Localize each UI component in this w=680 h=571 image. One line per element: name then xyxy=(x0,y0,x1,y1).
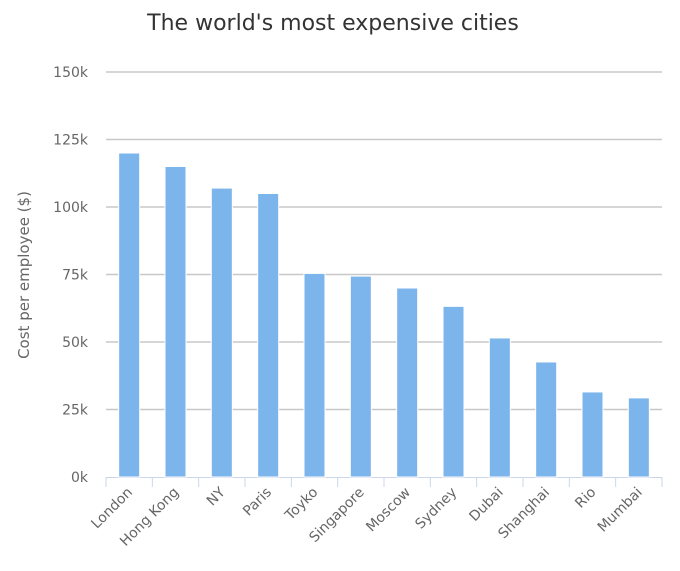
bar-rio[interactable] xyxy=(581,391,604,478)
bar-mumbai[interactable] xyxy=(627,397,650,478)
x-tick-label: Mumbai xyxy=(595,485,646,536)
y-tick-label: 0k xyxy=(71,470,89,486)
bar-sydney[interactable] xyxy=(442,305,465,478)
bar-toyko[interactable] xyxy=(303,272,326,478)
chart-title: The world's most expensive cities xyxy=(146,11,519,36)
y-tick-label: 100k xyxy=(53,200,89,216)
x-tick-label: Shanghai xyxy=(495,485,553,543)
y-tick-label: 150k xyxy=(53,65,89,81)
bar-singapore[interactable] xyxy=(349,275,372,478)
x-tick-label: Rio xyxy=(572,485,599,512)
bar-paris[interactable] xyxy=(257,193,280,478)
bar-shanghai[interactable] xyxy=(535,361,558,478)
y-tick-label: 125k xyxy=(53,133,89,149)
x-tick-label: Toyko xyxy=(282,485,322,525)
x-tick-label: NY xyxy=(204,484,229,509)
x-tick-label: London xyxy=(88,485,136,533)
x-tick-label: Paris xyxy=(240,485,275,520)
bar-london[interactable] xyxy=(118,152,141,478)
y-tick-label: 25k xyxy=(62,403,89,419)
bar-dubai[interactable] xyxy=(488,337,511,478)
y-tick-label: 50k xyxy=(62,335,89,351)
x-tick-label: Moscow xyxy=(363,485,414,536)
bar-moscow[interactable] xyxy=(396,287,419,478)
y-axis-label: Cost per employee ($) xyxy=(15,191,33,359)
x-tick-label: Sydney xyxy=(412,485,460,533)
x-tick-label: Dubai xyxy=(466,485,506,525)
bar-ny[interactable] xyxy=(210,187,233,478)
y-tick-label: 75k xyxy=(62,268,89,284)
bar-hong-kong[interactable] xyxy=(164,166,187,478)
